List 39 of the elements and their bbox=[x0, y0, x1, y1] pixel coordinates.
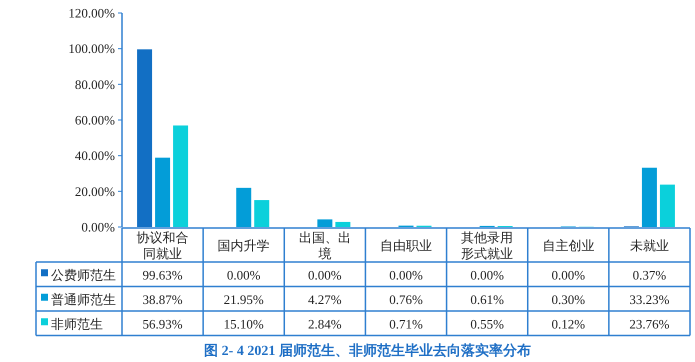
y-tick-label: 100.00% bbox=[68, 41, 116, 56]
y-tick-label: 0.00% bbox=[81, 220, 116, 234]
data-label: 33.23% bbox=[629, 292, 670, 307]
data-label: 0.00% bbox=[308, 267, 342, 282]
data-label: 15.10% bbox=[224, 316, 264, 332]
data-label: 0.00% bbox=[470, 267, 504, 282]
data-label: 2.84% bbox=[308, 316, 342, 332]
y-tick-label: 120.00% bbox=[68, 6, 116, 20]
data-label: 0.61% bbox=[470, 292, 504, 307]
data-label: 23.76% bbox=[629, 316, 670, 332]
data-label: 0.71% bbox=[389, 316, 423, 332]
x-tick-label: 国内升学 bbox=[218, 238, 270, 253]
x-tick-label: 自由职业 bbox=[380, 238, 432, 253]
data-label: 0.00% bbox=[551, 267, 586, 282]
data-label: 0.12% bbox=[551, 316, 586, 332]
legend-label: 公费师范生 bbox=[51, 267, 116, 282]
data-label: 38.87% bbox=[142, 292, 183, 307]
data-label: 0.00% bbox=[226, 267, 261, 282]
x-tick-label: 其他录用形式就业 bbox=[461, 230, 514, 261]
data-label: 4.27% bbox=[308, 292, 342, 307]
legend-label: 普通师范生 bbox=[51, 292, 116, 307]
y-tick-label: 60.00% bbox=[74, 112, 116, 128]
data-label: 0.37% bbox=[632, 267, 666, 282]
y-tick-label: 80.00% bbox=[74, 76, 116, 92]
data-label: 0.30% bbox=[551, 292, 586, 307]
data-label: 56.93% bbox=[142, 316, 183, 332]
y-tick-label: 20.00% bbox=[74, 184, 116, 199]
data-label: 0.55% bbox=[470, 316, 504, 332]
data-label: 0.00% bbox=[389, 267, 423, 282]
data-label: 99.63% bbox=[142, 267, 183, 282]
y-tick-label: 40.00% bbox=[74, 148, 116, 164]
legend-label: 非师范生 bbox=[51, 316, 103, 332]
data-label: 21.95% bbox=[224, 292, 264, 307]
x-tick-label: 自主创业 bbox=[542, 238, 594, 253]
x-tick-label: 协议和合同就业 bbox=[136, 230, 189, 261]
text: 图 2- 4 2021 届师范生、非师范生毕业去向落实率分布 bbox=[204, 342, 531, 359]
data-label: 0.76% bbox=[389, 292, 423, 307]
x-tick-label: 未就业 bbox=[630, 238, 669, 253]
x-tick-label: 出国、出境 bbox=[298, 230, 351, 261]
